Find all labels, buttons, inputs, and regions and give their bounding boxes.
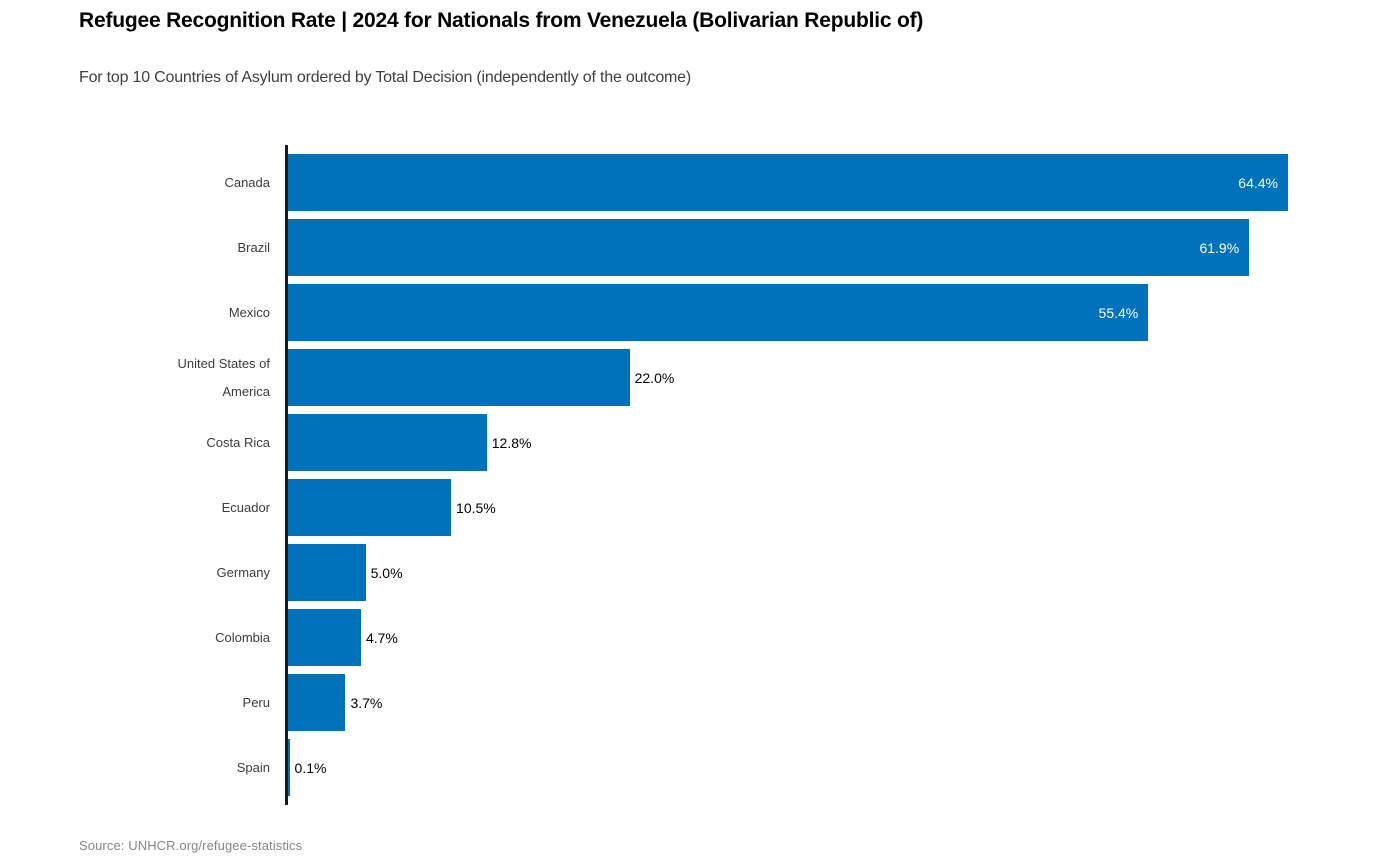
- category-label-row: Spain: [80, 735, 270, 800]
- category-label: Brazil: [237, 239, 270, 255]
- bar: [288, 609, 361, 666]
- category-label: Spain: [236, 759, 270, 775]
- category-label: Ecuador: [221, 499, 270, 515]
- category-label-row: Brazil: [80, 215, 270, 280]
- category-label: Peru: [242, 694, 270, 710]
- value-label: 55.4%: [1098, 304, 1139, 321]
- category-label-row: Costa Rica: [80, 410, 270, 475]
- value-label: 12.8%: [491, 434, 532, 451]
- category-label: United States of America: [177, 355, 271, 399]
- category-label: Colombia: [215, 629, 270, 645]
- bar: [288, 349, 630, 406]
- category-label: Costa Rica: [206, 434, 270, 450]
- value-label: 3.7%: [350, 694, 383, 711]
- category-label-row: United States of America: [80, 345, 271, 410]
- category-label-row: Germany: [80, 540, 270, 605]
- bar: [288, 479, 452, 536]
- category-label-row: Mexico: [80, 280, 270, 345]
- value-label: 0.1%: [294, 759, 327, 776]
- value-label: 4.7%: [365, 629, 398, 646]
- category-label-row: Peru: [80, 670, 270, 735]
- bar-row: 5.0%: [288, 540, 1288, 605]
- source-note: Source: UNHCR.org/refugee-statistics: [79, 838, 303, 853]
- bar-row: 55.4%: [288, 280, 1288, 345]
- bars: 64.4% 61.9% 55.4% 22.0% 12.8% 10.5% 5.0% 4.7% 3.…: [288, 150, 1288, 800]
- bar: [288, 414, 487, 471]
- bar: [288, 739, 290, 796]
- category-label-row: Canada: [80, 150, 270, 215]
- value-label: 64.4%: [1238, 174, 1278, 191]
- bar-row: 22.0%: [288, 345, 1288, 410]
- category-label: Germany: [216, 564, 270, 580]
- bar: [288, 674, 346, 731]
- bar-row: 3.7%: [288, 670, 1288, 735]
- value-label: 10.5%: [456, 499, 496, 516]
- category-labels: Canada Brazil Mexico United States of Ameri…: [80, 150, 271, 800]
- category-label-row: Colombia: [80, 605, 270, 670]
- chart-subtitle: For top 10 Countries of Asylum ordered b…: [79, 69, 691, 86]
- value-label: 22.0%: [634, 369, 675, 386]
- bar-row: 4.7%: [288, 605, 1288, 670]
- category-label-row: Ecuador: [80, 475, 270, 540]
- chart-title: Refugee Recognition Rate | 2024 for Nati…: [79, 9, 924, 32]
- bar-row: 10.5%: [288, 475, 1288, 540]
- value-label: 61.9%: [1199, 239, 1240, 256]
- category-label: Canada: [224, 174, 270, 190]
- value-label: 5.0%: [370, 564, 403, 581]
- bar-row: 61.9%: [288, 215, 1288, 280]
- bar: 64.4%: [288, 154, 1288, 211]
- y-axis-line: [285, 145, 288, 805]
- bar-row: 12.8%: [288, 410, 1288, 475]
- bar-row: 0.1%: [288, 735, 1288, 800]
- bar: [288, 544, 366, 601]
- bar: 55.4%: [288, 284, 1149, 341]
- bar-row: 64.4%: [288, 150, 1288, 215]
- bar: 61.9%: [288, 219, 1250, 276]
- category-label: Mexico: [228, 304, 270, 320]
